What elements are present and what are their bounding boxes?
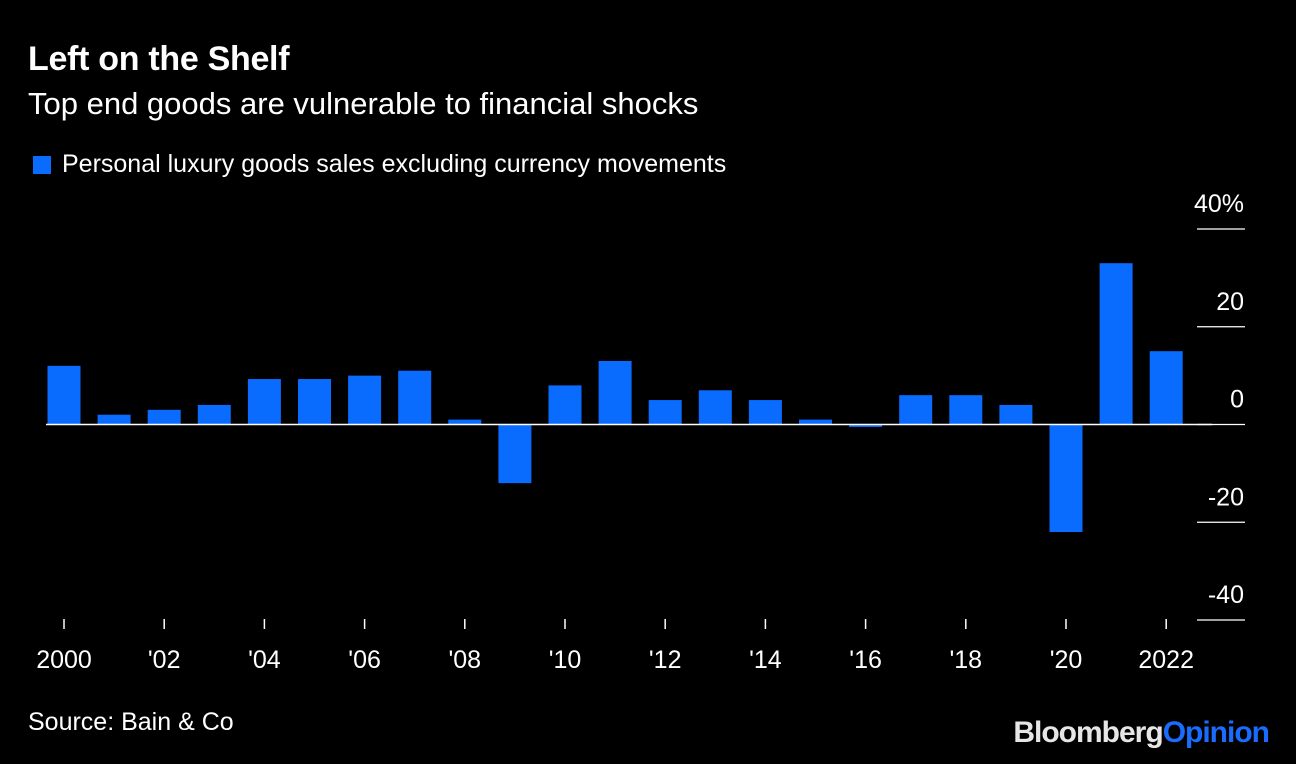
legend-swatch	[33, 155, 51, 174]
bar-2004	[247, 379, 281, 425]
bar-2012	[648, 400, 682, 425]
bar-2010	[548, 385, 582, 425]
bar-2014	[748, 400, 782, 425]
bar-2021	[1099, 263, 1133, 425]
y-tick-label: -40	[1208, 581, 1244, 609]
bar-2002	[147, 409, 181, 425]
bar-2022	[1149, 351, 1183, 425]
chart-title: Left on the Shelf	[28, 40, 290, 78]
bar-2005	[298, 379, 331, 425]
y-tick-label: -20	[1208, 483, 1244, 511]
bar-2003	[197, 404, 231, 425]
bar-2015	[799, 419, 832, 425]
x-tick-label: '16	[849, 646, 882, 674]
x-tick-label: '14	[749, 646, 782, 674]
x-tick-label: '06	[348, 646, 381, 674]
legend-label: Personal luxury goods sales excluding cu…	[62, 150, 727, 178]
source-note: Source: Bain & Co	[28, 708, 234, 736]
y-tick-label: 0	[1230, 386, 1244, 414]
logo-brand-part1: Bloomberg	[1013, 716, 1163, 749]
x-tick-label: '12	[649, 646, 682, 674]
bar-2001	[97, 414, 131, 425]
logo-brand-part2: Opinion	[1162, 716, 1270, 749]
bar-2008	[448, 419, 482, 425]
x-tick-label: 2000	[36, 646, 92, 674]
x-tick-label: '20	[1050, 646, 1083, 674]
x-tick-label: 2022	[1138, 646, 1194, 674]
chart-legend: Personal luxury goods sales excluding cu…	[33, 150, 726, 179]
bar-2006	[348, 375, 382, 425]
x-tick-label: '04	[248, 646, 281, 674]
bar-2009	[498, 424, 532, 484]
x-tick-label: '10	[549, 646, 582, 674]
y-tick-label: 40%	[1194, 190, 1244, 218]
x-tick-label: '08	[449, 646, 482, 674]
x-tick-label: '18	[950, 646, 983, 674]
bar-2020	[1049, 424, 1083, 533]
x-tick-label: '02	[148, 646, 181, 674]
bar-2018	[949, 395, 983, 425]
bar-2013	[698, 390, 732, 425]
bar-2000	[47, 365, 81, 425]
y-tick-label: 20	[1216, 288, 1244, 316]
bloomberg-opinion-logo: BloombergOpinion	[1013, 716, 1270, 750]
bar-chart: 40% 20 0 -20 -40 2000 '02 '04 '06 '08 '10 '12 '14 '16…	[36, 190, 1245, 674]
bar-2017	[899, 395, 933, 425]
bar-2019	[999, 404, 1033, 425]
bar-2011	[598, 360, 632, 425]
chart-subtitle: Top end goods are vulnerable to financia…	[28, 86, 699, 121]
bar-2016	[849, 424, 883, 427]
bar-2007	[398, 370, 432, 425]
